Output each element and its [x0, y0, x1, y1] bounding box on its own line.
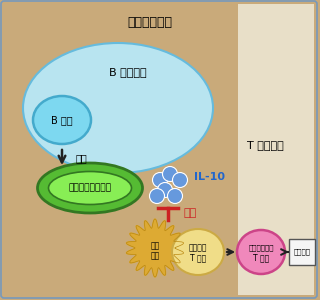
- Ellipse shape: [23, 43, 213, 173]
- Text: 細胞: 細胞: [150, 251, 160, 260]
- Circle shape: [157, 182, 172, 197]
- Text: ナイーブ: ナイーブ: [189, 244, 207, 253]
- Circle shape: [153, 172, 167, 188]
- Text: 阻害: 阻害: [183, 208, 196, 218]
- Circle shape: [163, 167, 178, 182]
- Ellipse shape: [237, 230, 285, 274]
- Text: プラズマブラスト: プラズマブラスト: [68, 184, 111, 193]
- Text: B 細胞濾胞: B 細胞濾胞: [109, 67, 147, 77]
- Text: T 細胞: T 細胞: [253, 254, 269, 262]
- Text: IL-10: IL-10: [194, 172, 225, 182]
- Text: 分化: 分化: [76, 153, 88, 163]
- Text: T 細胞: T 細胞: [190, 254, 206, 262]
- Ellipse shape: [172, 229, 224, 275]
- Text: 脳脊髄炎: 脳脊髄炎: [293, 249, 310, 255]
- Text: B 細胞: B 細胞: [51, 115, 73, 125]
- Polygon shape: [126, 219, 184, 277]
- Text: T 細胞領域: T 細胞領域: [247, 140, 284, 150]
- FancyBboxPatch shape: [1, 1, 317, 298]
- Ellipse shape: [37, 163, 142, 213]
- Circle shape: [167, 188, 182, 203]
- Ellipse shape: [33, 96, 91, 144]
- Circle shape: [149, 188, 164, 203]
- FancyBboxPatch shape: [289, 239, 315, 265]
- Text: 樹状: 樹状: [150, 242, 160, 250]
- Circle shape: [172, 172, 188, 188]
- Text: エフェクター: エフェクター: [248, 245, 274, 251]
- Ellipse shape: [49, 172, 132, 205]
- Text: 所属リンパ節: 所属リンパ節: [127, 16, 172, 28]
- FancyBboxPatch shape: [238, 4, 314, 295]
